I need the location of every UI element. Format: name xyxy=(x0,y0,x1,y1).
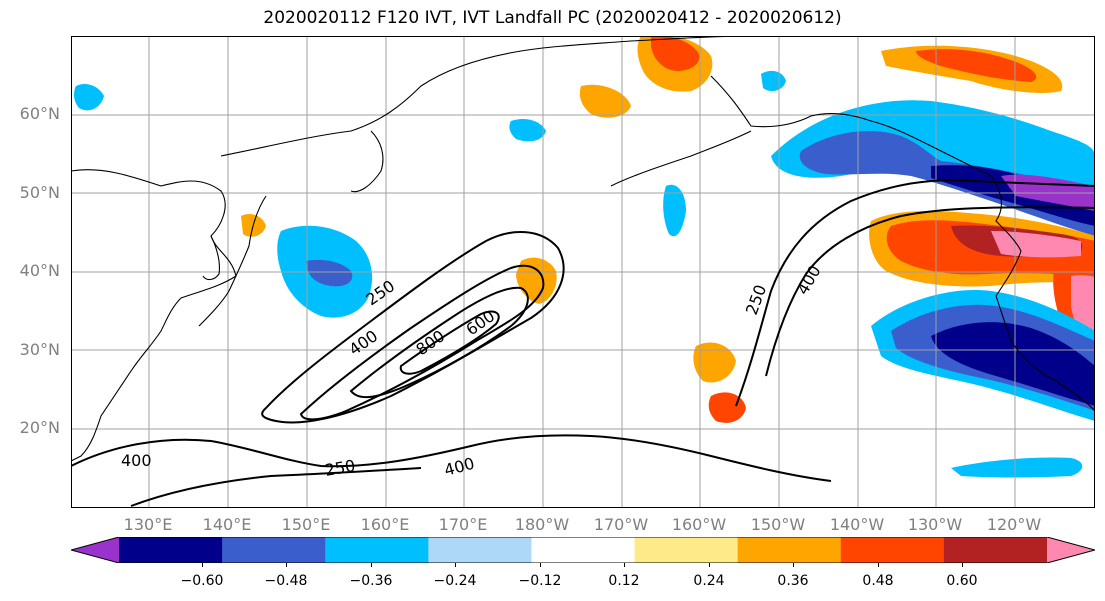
map-plot-area: 250 400 800 600 250 400 400 250 400 xyxy=(71,36,1095,508)
colorbar-tickmark xyxy=(624,563,625,567)
contour-label-400-south-east: 400 xyxy=(442,454,476,480)
colorbar-tickmark xyxy=(371,563,372,567)
anomaly-region-aleutian-negative xyxy=(509,119,546,142)
lon-label-180w: 180°W xyxy=(514,515,570,534)
lon-label-170e: 170°E xyxy=(438,515,488,534)
colorbar-bin xyxy=(737,537,842,563)
colorbar-tickmark xyxy=(540,563,541,567)
colorbar-tickmark xyxy=(878,563,879,567)
ivt-contour-800 xyxy=(399,310,500,375)
lon-label-150w: 150°W xyxy=(750,515,806,534)
lat-label-40n: 40°N xyxy=(19,261,60,280)
coastline-asia xyxy=(71,169,237,462)
lon-label-130w: 130°W xyxy=(907,515,963,534)
colorbar-tick-label: 0.48 xyxy=(862,573,894,589)
colorbar xyxy=(71,537,1095,563)
lat-label-50n: 50°N xyxy=(19,183,60,202)
colorbar-tick-label: −0.36 xyxy=(349,573,393,589)
anomaly-region-kamchatka-positive xyxy=(579,84,631,118)
colorbar-tickmark xyxy=(962,563,963,567)
colorbar-tickmark xyxy=(202,563,203,567)
ivt-contour-400-east xyxy=(765,206,1095,377)
map-canvas: 250 400 800 600 250 400 400 250 400 xyxy=(71,36,1095,508)
anomaly-region-jet-core-positive xyxy=(516,257,557,304)
colorbar-tick-label: −0.60 xyxy=(180,573,224,589)
colorbar-tick-label: 0.60 xyxy=(946,573,978,589)
lon-label-120w: 120°W xyxy=(986,515,1042,534)
ivt-contour-250-south xyxy=(130,467,422,507)
anomaly-region-hawaii-positive xyxy=(708,392,746,423)
anomaly-region-northwest-negative xyxy=(74,84,104,111)
anomaly-region-southeast-negative xyxy=(951,457,1083,478)
colorbar-segments xyxy=(71,537,1095,563)
anomaly-region-japan-strong xyxy=(306,259,353,287)
colorbar-bin xyxy=(119,537,223,563)
contour-label-250-south: 250 xyxy=(323,456,356,480)
ivt-contour-250-east xyxy=(735,179,1095,407)
colorbar-tickmark xyxy=(709,563,710,567)
colorbar-tickmark xyxy=(455,563,456,567)
contour-label-400-south-west: 400 xyxy=(121,451,152,470)
shaded-anomaly-regions xyxy=(74,36,1095,478)
lat-label-20n: 20°N xyxy=(19,418,60,437)
colorbar-tick-label: −0.24 xyxy=(433,573,477,589)
coastline-siberia xyxy=(220,36,752,157)
coastline-alaska xyxy=(710,75,992,177)
anomaly-region-ne-pacific-strong xyxy=(799,131,1095,236)
anomaly-region-westcoast-pink xyxy=(991,231,1081,258)
colorbar-tickmark xyxy=(286,563,287,567)
coastlines xyxy=(71,36,1095,462)
lon-label-150e: 150°E xyxy=(281,515,331,534)
colorbar-tick-label: −0.48 xyxy=(264,573,308,589)
colorbar-tick-label: 0.12 xyxy=(608,573,640,589)
contour-label-400-east: 400 xyxy=(793,262,825,298)
colorbar-bin xyxy=(428,537,532,563)
anomaly-region-central-positive xyxy=(693,342,736,383)
colorbar-tickmark xyxy=(793,563,794,567)
lon-label-140e: 140°E xyxy=(202,515,252,534)
ivt-contours xyxy=(71,179,1095,507)
anomaly-region-subtropical-darkest xyxy=(931,322,1095,406)
colorbar-tick-label: 0.24 xyxy=(693,573,725,589)
colorbar-bin xyxy=(840,537,945,563)
coastline-bc xyxy=(990,175,1022,252)
colorbar-bin xyxy=(325,537,429,563)
coastline-aleutians xyxy=(610,130,752,187)
colorbar-extension-low xyxy=(71,537,119,563)
ivt-contour-600 xyxy=(349,286,529,399)
ivt-contour-400-south xyxy=(71,434,832,482)
colorbar-bin xyxy=(531,537,636,563)
anomaly-region-ocean-negative xyxy=(663,184,686,237)
lon-label-160w: 160°W xyxy=(671,515,727,534)
coastline-us-west xyxy=(995,250,1095,412)
colorbar-extension-high xyxy=(1047,537,1095,563)
colorbar-bin xyxy=(222,537,326,563)
ivt-contour-400-west xyxy=(299,264,545,421)
anomaly-region-alaska-strong xyxy=(916,49,1037,82)
lat-label-60n: 60°N xyxy=(19,104,60,123)
ivt-contour-250-west xyxy=(261,231,565,424)
coastline-kamchatka xyxy=(350,130,384,193)
lat-label-30n: 30°N xyxy=(19,340,60,359)
colorbar-bin xyxy=(634,537,739,563)
lon-label-160e: 160°E xyxy=(360,515,410,534)
colorbar-tick-label: 0.36 xyxy=(777,573,809,589)
anomaly-region-arctic-strong xyxy=(651,36,700,71)
anomaly-region-bering-negative xyxy=(761,70,786,92)
lon-label-130e: 130°E xyxy=(123,515,173,534)
map-title: 2020020112 F120 IVT, IVT Landfall PC (20… xyxy=(263,8,842,28)
lon-label-140w: 140°W xyxy=(829,515,885,534)
coastline-japan xyxy=(198,195,267,327)
coastline-korea xyxy=(202,235,220,281)
colorbar-bin xyxy=(943,537,1048,563)
colorbar-tick-label: −0.12 xyxy=(518,573,562,589)
lon-label-170w: 170°W xyxy=(593,515,649,534)
